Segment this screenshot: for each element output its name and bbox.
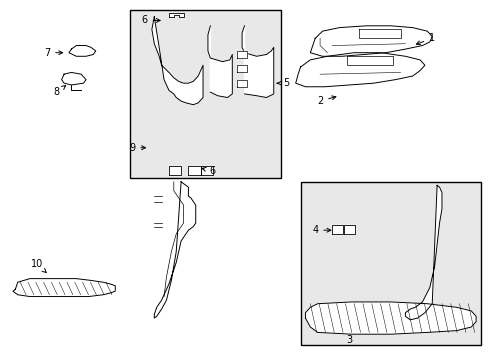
Text: 6: 6 bbox=[202, 166, 215, 176]
Text: 2: 2 bbox=[316, 96, 335, 106]
Polygon shape bbox=[331, 225, 342, 234]
Text: 8: 8 bbox=[54, 86, 65, 97]
Polygon shape bbox=[237, 65, 246, 72]
Polygon shape bbox=[188, 166, 200, 175]
Polygon shape bbox=[152, 17, 203, 105]
Text: 7: 7 bbox=[44, 48, 62, 58]
Polygon shape bbox=[168, 166, 181, 175]
Polygon shape bbox=[305, 302, 475, 334]
Bar bbox=[300, 182, 480, 345]
Polygon shape bbox=[69, 45, 96, 56]
Polygon shape bbox=[405, 185, 441, 320]
Polygon shape bbox=[242, 26, 273, 98]
Polygon shape bbox=[154, 182, 195, 318]
Text: 4: 4 bbox=[311, 225, 330, 235]
Polygon shape bbox=[13, 279, 115, 297]
Text: 5: 5 bbox=[277, 78, 288, 88]
Polygon shape bbox=[200, 166, 212, 175]
Polygon shape bbox=[237, 80, 246, 87]
Text: 1: 1 bbox=[415, 33, 434, 45]
Polygon shape bbox=[344, 225, 354, 234]
Text: 9: 9 bbox=[129, 143, 145, 153]
Polygon shape bbox=[295, 53, 424, 87]
Polygon shape bbox=[310, 26, 431, 56]
Text: 3: 3 bbox=[346, 334, 352, 345]
Polygon shape bbox=[168, 13, 183, 17]
Text: 10: 10 bbox=[31, 259, 46, 273]
Text: 6: 6 bbox=[141, 15, 160, 26]
Polygon shape bbox=[237, 51, 246, 58]
Polygon shape bbox=[61, 72, 86, 85]
Polygon shape bbox=[207, 26, 232, 98]
Bar bbox=[130, 10, 281, 178]
